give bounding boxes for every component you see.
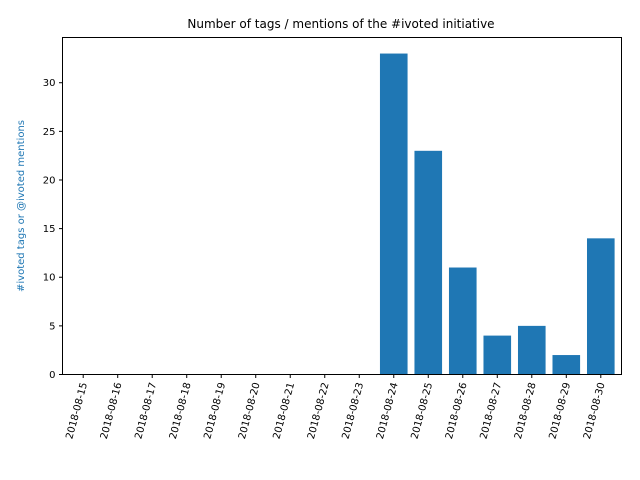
y-tick-label: 25 bbox=[43, 127, 56, 138]
x-tick-label: 2018-08-21 bbox=[271, 381, 297, 440]
chart-title: Number of tags / mentions of the #ivoted… bbox=[187, 17, 494, 31]
x-tick-label: 2018-08-28 bbox=[513, 381, 539, 440]
bar-2018-08-30 bbox=[586, 238, 615, 375]
plot-frame bbox=[62, 37, 622, 375]
x-tick-label: 2018-08-30 bbox=[582, 381, 608, 440]
bar-2018-08-29 bbox=[552, 355, 581, 375]
x-tick-label: 2018-08-23 bbox=[340, 381, 366, 440]
y-tick-label: 20 bbox=[43, 175, 56, 186]
y-tick-label: 0 bbox=[49, 370, 55, 381]
bar-2018-08-24 bbox=[379, 53, 408, 375]
x-tick-label: 2018-08-24 bbox=[375, 381, 401, 440]
x-tick-label: 2018-08-15 bbox=[64, 381, 90, 440]
bar-2018-08-27 bbox=[483, 335, 512, 375]
y-axis: 0 5 10 15 20 25 30 bbox=[43, 78, 63, 381]
bar-2018-08-26 bbox=[448, 267, 477, 375]
x-tick-label: 2018-08-18 bbox=[168, 381, 194, 440]
y-axis-label: #ivoted tags or @ivoted mentions bbox=[16, 120, 27, 292]
x-tick-label: 2018-08-17 bbox=[133, 381, 159, 440]
x-axis: 2018-08-15 2018-08-16 2018-08-17 2018-08-18… bbox=[64, 374, 608, 440]
x-tick-label: 2018-08-19 bbox=[202, 381, 228, 440]
x-tick-label: 2018-08-29 bbox=[548, 381, 574, 440]
bar-2018-08-25 bbox=[414, 150, 443, 375]
x-tick-label: 2018-08-27 bbox=[479, 381, 505, 440]
x-tick-label: 2018-08-22 bbox=[306, 381, 332, 440]
y-tick-label: 15 bbox=[43, 224, 56, 235]
x-tick-label: 2018-08-20 bbox=[237, 381, 263, 440]
x-tick-label: 2018-08-26 bbox=[444, 381, 470, 440]
y-tick-label: 5 bbox=[49, 321, 55, 332]
y-tick-label: 30 bbox=[43, 78, 56, 89]
bar-2018-08-28 bbox=[517, 325, 546, 375]
y-tick-label: 10 bbox=[43, 273, 56, 284]
x-tick-label: 2018-08-16 bbox=[99, 381, 125, 440]
bars bbox=[379, 53, 615, 375]
x-tick-label: 2018-08-25 bbox=[409, 381, 435, 440]
